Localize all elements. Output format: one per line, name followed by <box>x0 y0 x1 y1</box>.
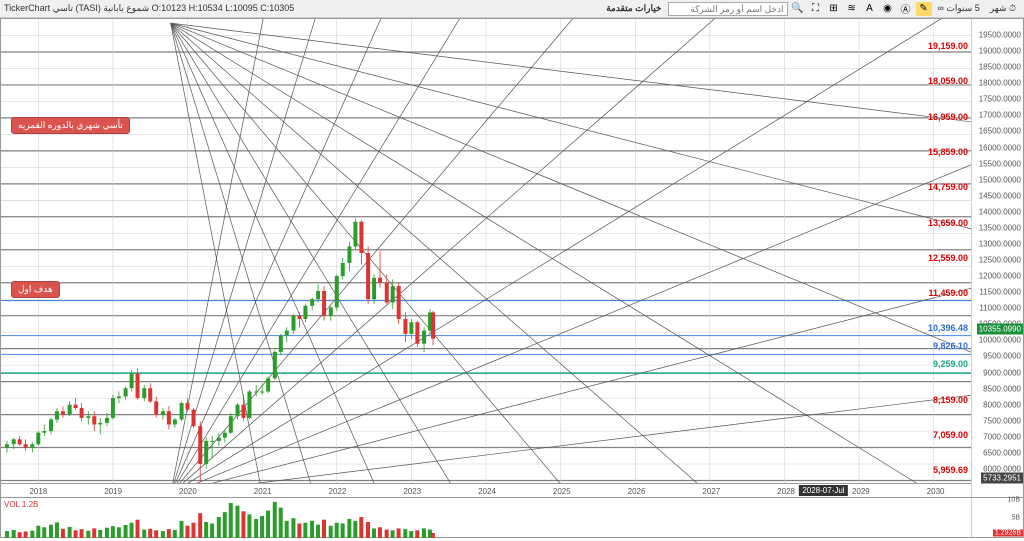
price-chart[interactable]: تأسي شهري بالدوره القمريه هدف اول 19,159.… <box>0 18 1024 498</box>
pen-icon[interactable]: ✎ <box>916 2 932 16</box>
target-icon[interactable]: ◉ <box>880 2 896 16</box>
wave-icon[interactable]: ≋ <box>844 2 860 16</box>
volume-y-axis: 10B5B1.2926B <box>971 498 1023 537</box>
ticker-ohlc-info: TickerChart تاسي (TASI) شموع يابانية O:1… <box>4 3 294 14</box>
chart-plot: تأسي شهري بالدوره القمريه هدف اول <box>1 19 971 497</box>
price-level-labels: 19,159.0018,059.0016,959.0015,859.0014,7… <box>920 19 968 497</box>
ticker-search-input[interactable] <box>668 2 788 16</box>
toolbar: ⏱ شهر 5 سنوات ∞ ✎ Ⓐ ◉ A ≋ ⊞ ⛶ 🔍 خيارات م… <box>0 0 1024 18</box>
volume-chart[interactable]: VOL 1.2B 10B5B1.2926B <box>0 498 1024 538</box>
volume-plot: VOL 1.2B <box>1 498 971 537</box>
advanced-options-link[interactable]: خيارات متقدمة <box>602 3 665 14</box>
grid-icon[interactable]: ⊞ <box>826 2 842 16</box>
a-circle-icon[interactable]: Ⓐ <box>898 2 914 16</box>
x-axis: 2018201920202021202220232024202520262027… <box>1 483 971 497</box>
range-button[interactable]: 5 سنوات ∞ <box>934 3 984 14</box>
text-icon[interactable]: A <box>862 2 878 16</box>
y-axis: 19500.000019000.000018500.000018000.0000… <box>971 19 1023 497</box>
chart-annotation[interactable]: هدف اول <box>11 281 60 298</box>
chart-annotation[interactable]: تأسي شهري بالدوره القمريه <box>11 117 130 134</box>
period-button[interactable]: ⏱ شهر <box>986 3 1020 14</box>
search-icon[interactable]: 🔍 <box>790 2 806 16</box>
expand-icon[interactable]: ⛶ <box>808 2 824 16</box>
volume-label: VOL 1.2B <box>4 500 38 509</box>
